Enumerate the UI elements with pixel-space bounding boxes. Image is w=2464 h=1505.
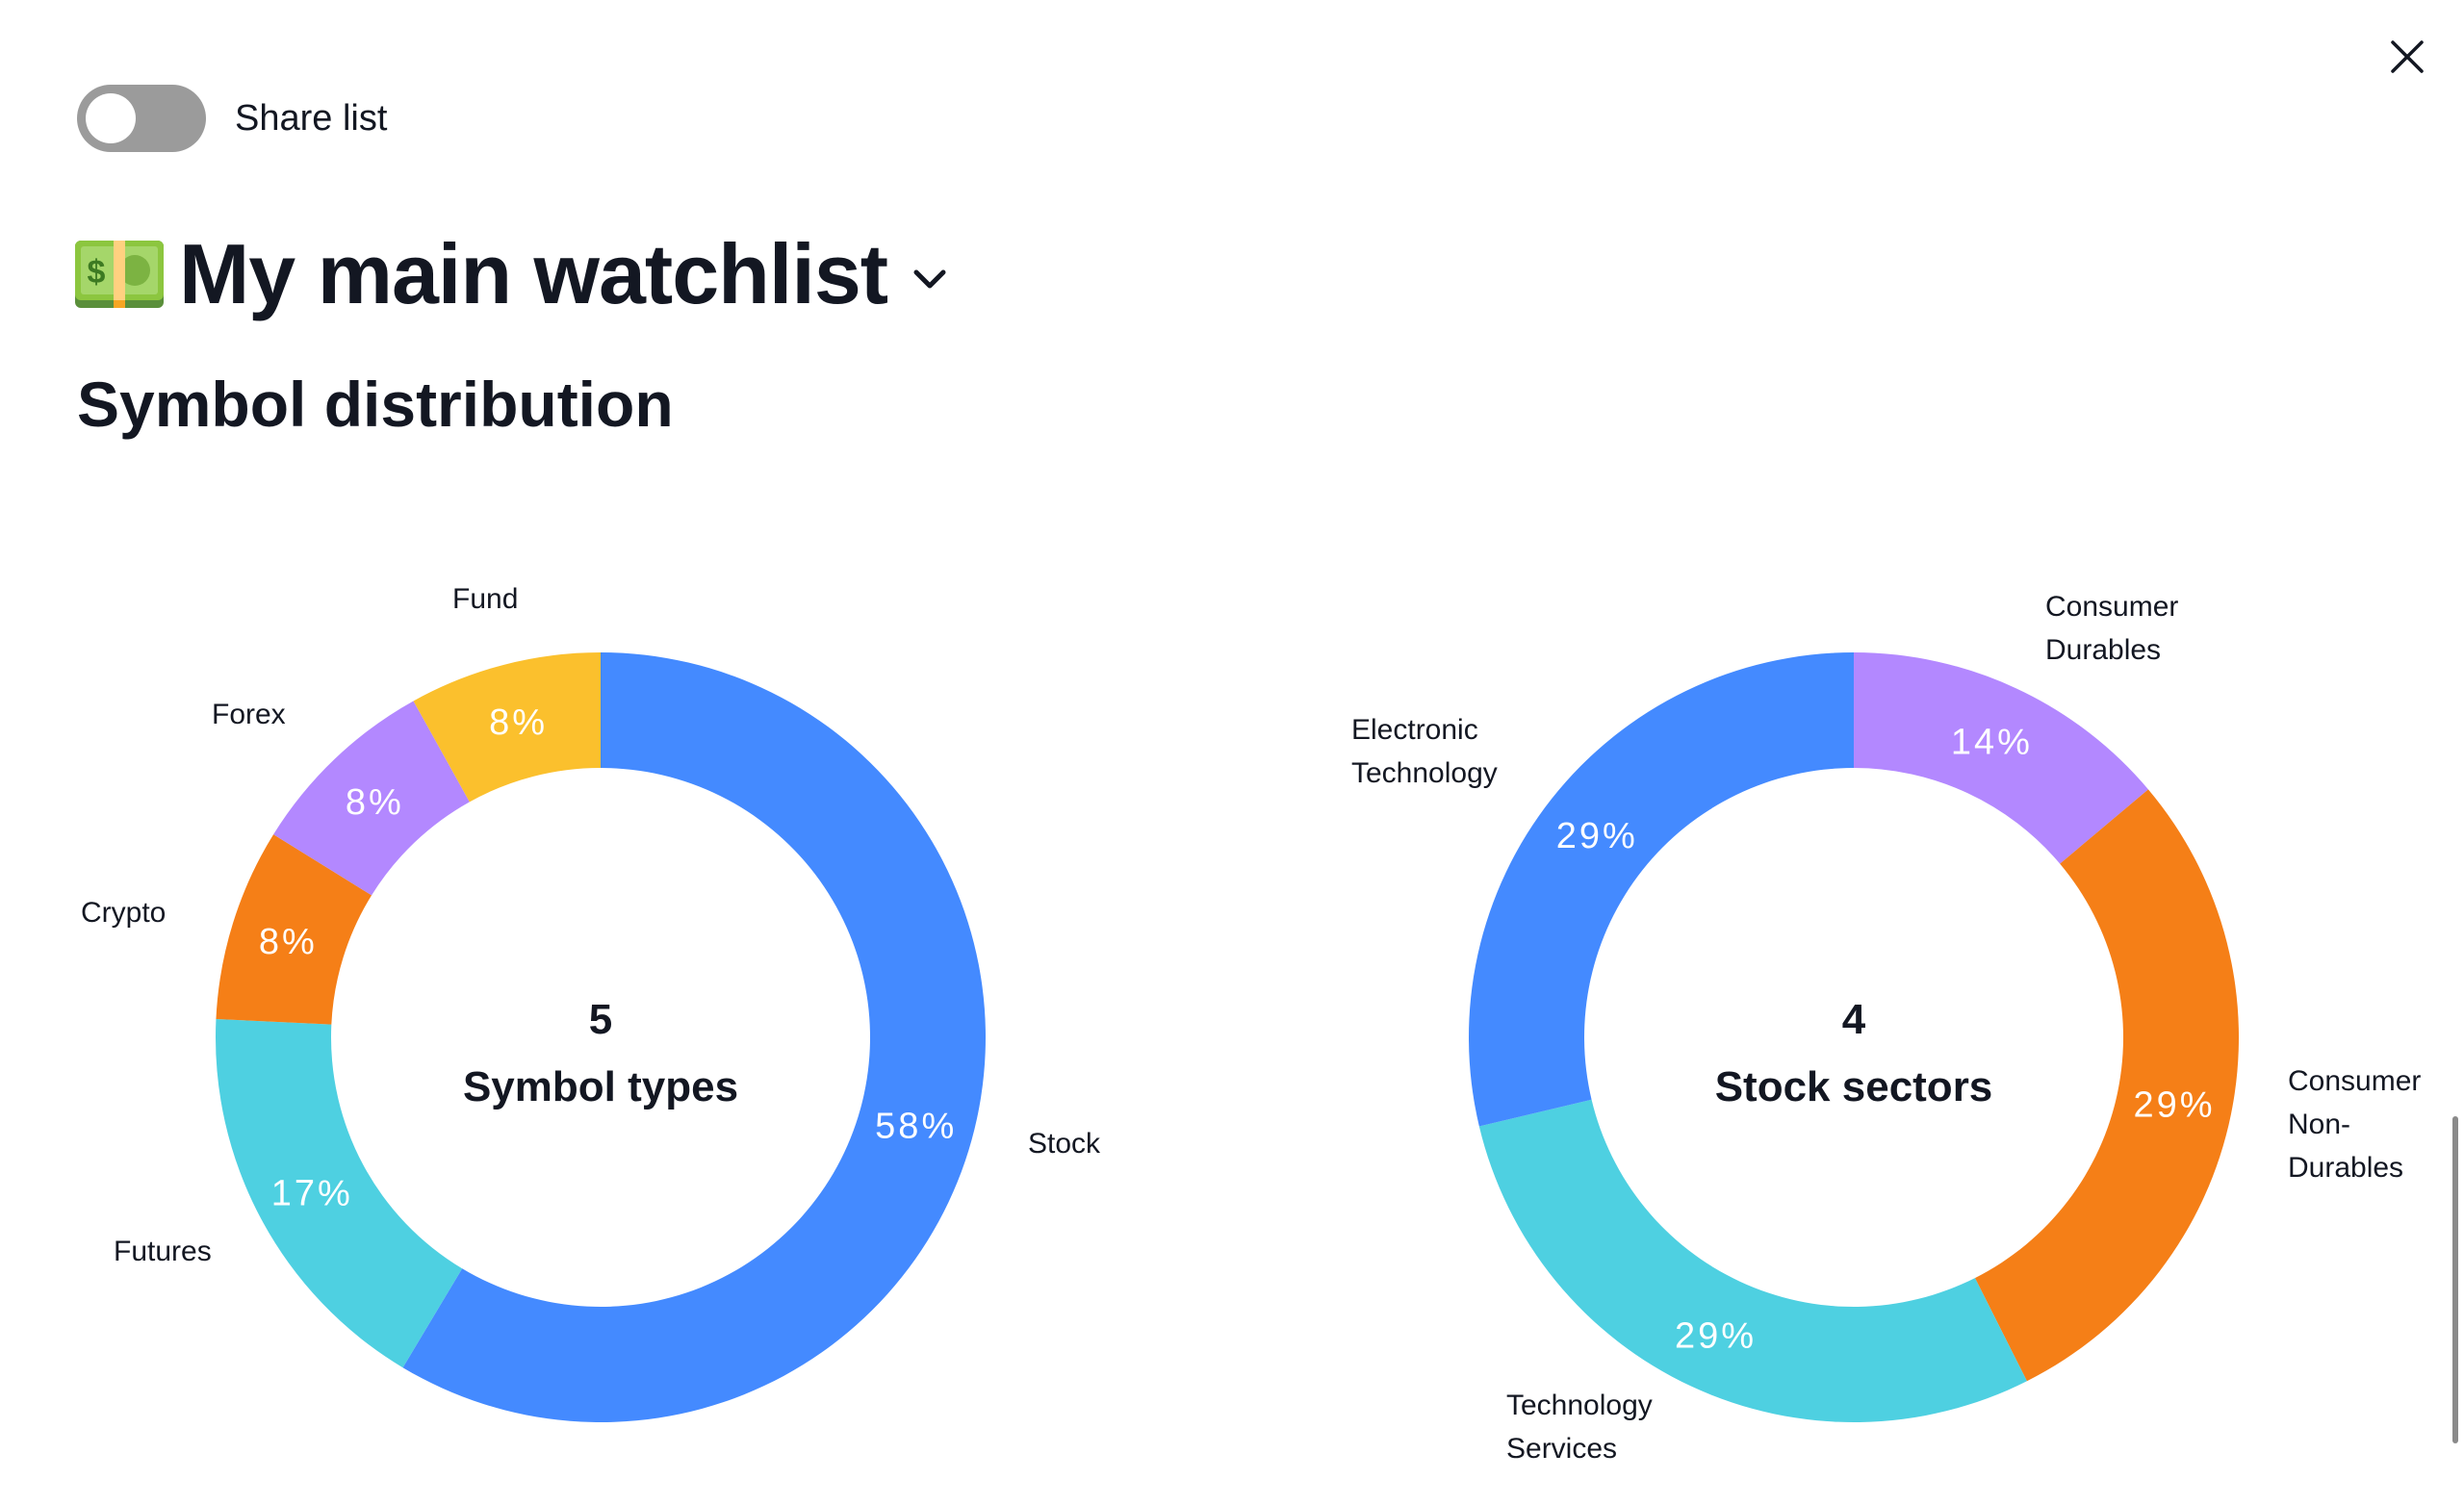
close-icon[interactable] (2377, 27, 2437, 87)
slice-value-label: 58% (875, 1107, 957, 1147)
toggle-knob (86, 93, 136, 143)
slice-consumer-durables[interactable] (1854, 652, 2148, 864)
slice-stock[interactable] (402, 652, 987, 1422)
slice-value-label: 8% (489, 702, 548, 743)
share-list-label: Share list (235, 97, 388, 139)
money-bill-icon: $ (75, 241, 164, 308)
center-label: Stock sectors (1715, 1063, 1993, 1110)
slice-forex[interactable] (273, 701, 470, 896)
slice-value-label: 17% (271, 1174, 353, 1214)
slice-value-label: 29% (1556, 816, 1638, 856)
slice-value-label: 8% (346, 782, 404, 823)
slice-technology-services[interactable] (1478, 1099, 2027, 1422)
slice-electronic-technology[interactable] (1468, 652, 1854, 1127)
center-label: Symbol types (463, 1063, 738, 1110)
slice-fund[interactable] (413, 652, 601, 803)
donut-chart-1: 58% 17% 8% 8% 8% Stock Futures Crypto Forex Fund 5… (81, 583, 1101, 1422)
slice-futures[interactable] (215, 1018, 463, 1368)
category-label-futures: Futures (114, 1236, 212, 1267)
watchlist-title-row[interactable]: $ My main watchlist (75, 221, 949, 327)
section-title: Symbol distribution (77, 369, 674, 440)
category-label-fund: Fund (452, 583, 518, 615)
chevron-down-icon[interactable] (911, 260, 949, 298)
center-value: 4 (1842, 996, 1866, 1043)
donut-chart-2: 14% 29% 29% 29% Consumer Durables Consumer Non-… (1351, 591, 2421, 1465)
category-label-consumer-non-durables: Consumer Non-Durables (2288, 1065, 2421, 1184)
slice-consumer-non-durables[interactable] (1974, 789, 2239, 1382)
slice-value-label: 14% (1951, 723, 2033, 763)
category-label-electronic-technology: Electronic Technology (1351, 714, 1498, 789)
watchlist-title: My main watchlist (179, 226, 888, 321)
category-label-consumer-durables: Consumer Durables (2045, 591, 2178, 666)
slice-value-label: 29% (2134, 1084, 2216, 1125)
category-label-forex: Forex (212, 699, 286, 730)
scrollbar[interactable] (2452, 1116, 2458, 1443)
center-value: 5 (589, 996, 612, 1043)
category-label-crypto: Crypto (81, 897, 166, 929)
slice-crypto[interactable] (216, 834, 372, 1025)
share-list-row: Share list (77, 85, 387, 152)
category-label-technology-services: Technology Services (1506, 1390, 1653, 1465)
svg-text:$: $ (88, 254, 106, 291)
slice-value-label: 8% (259, 922, 318, 962)
share-list-toggle[interactable] (77, 85, 206, 152)
category-label-stock: Stock (1028, 1128, 1101, 1160)
slice-value-label: 29% (1675, 1315, 1757, 1356)
